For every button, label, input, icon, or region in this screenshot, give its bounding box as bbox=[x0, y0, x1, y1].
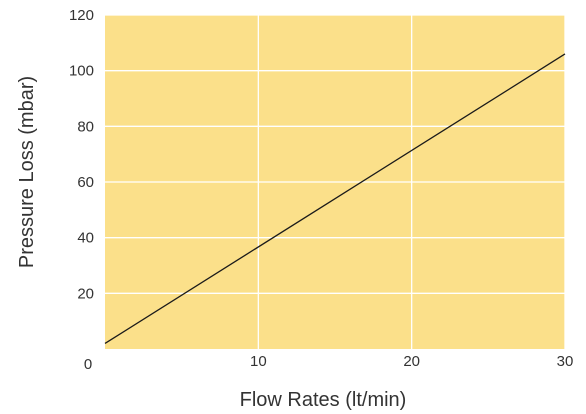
y-tick-label: 120 bbox=[69, 7, 94, 24]
y-tick-label: 40 bbox=[77, 230, 94, 247]
x-tick-label: 10 bbox=[250, 353, 267, 370]
x-axis-title: Flow Rates (lt/min) bbox=[240, 389, 407, 411]
y-tick-label: 100 bbox=[69, 63, 94, 80]
series-layer bbox=[104, 53, 566, 344]
y-tick-label: 20 bbox=[77, 285, 94, 302]
x-tick-label: 20 bbox=[403, 353, 420, 370]
tick-labels: 20 40 60 80 100 120 0 10 20 30 bbox=[69, 7, 573, 373]
grid bbox=[105, 14, 566, 349]
y-tick-label: 0 bbox=[84, 356, 92, 373]
y-axis-title: Pressure Loss (mbar) bbox=[16, 76, 38, 268]
y-tick-label: 60 bbox=[77, 174, 94, 191]
series-line bbox=[104, 53, 566, 344]
y-tick-label: 80 bbox=[77, 118, 94, 135]
x-tick-label: 30 bbox=[557, 353, 574, 370]
